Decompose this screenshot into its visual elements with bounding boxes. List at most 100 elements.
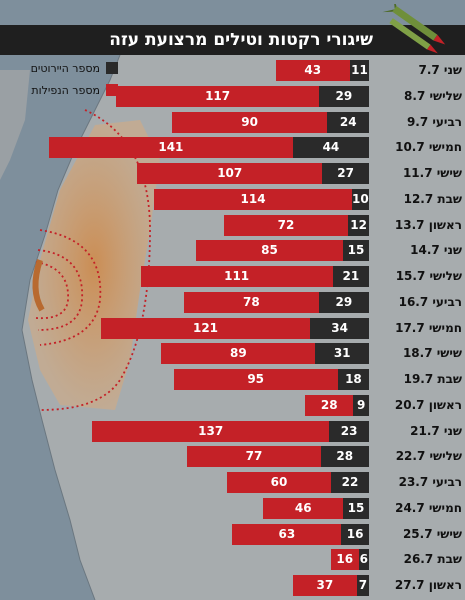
data-label-impacts: 16	[336, 552, 354, 567]
title-bar	[0, 25, 465, 55]
bar-interceptions	[341, 523, 369, 545]
data-label-interceptions: 15	[347, 500, 365, 515]
bar-impacts	[140, 266, 333, 287]
data-label-interceptions: 27	[337, 166, 354, 180]
legend-swatch-impacts	[106, 84, 118, 96]
sinai-land	[0, 70, 30, 180]
range-arc-2	[37, 249, 83, 331]
category-label: ראשון 27.7	[394, 578, 462, 592]
data-label-interceptions: 9	[357, 397, 366, 412]
data-label-interceptions: 11	[351, 63, 368, 77]
legend-item-impacts: מספר הנפילות	[31, 82, 118, 98]
bar-interceptions	[349, 60, 369, 81]
bar-impacts	[227, 472, 331, 493]
bar-interceptions	[348, 214, 369, 236]
data-label-impacts: 72	[277, 217, 295, 232]
category-label: שני 7.7	[418, 63, 462, 77]
bar-impacts	[171, 111, 328, 133]
category-label: רביעי 23.7	[398, 475, 462, 489]
legend-label-interceptions: מספר היירוטים	[30, 61, 100, 75]
data-label-interceptions: 12	[350, 217, 367, 232]
bar-interceptions	[351, 188, 369, 210]
bar-impacts	[173, 369, 338, 390]
bar-impacts	[232, 523, 342, 545]
bar-impacts	[92, 420, 330, 442]
coastline	[21, 54, 121, 600]
bar-impacts	[223, 214, 349, 236]
bar-impacts	[100, 317, 311, 339]
data-label-impacts: 141	[158, 140, 184, 155]
data-label-impacts: 114	[240, 191, 266, 206]
data-label-interceptions: 22	[341, 475, 359, 489]
data-label-impacts: 63	[278, 526, 296, 541]
legend-label-impacts: מספר הנפילות	[31, 83, 100, 97]
data-label-interceptions: 23	[340, 423, 358, 438]
category-label: ראשון 13.7	[394, 217, 462, 232]
data-label-interceptions: 28	[336, 449, 354, 464]
category-label: שבת 26.7	[403, 552, 462, 567]
data-label-interceptions: 10	[351, 191, 369, 206]
data-label-interceptions: 18	[345, 372, 362, 386]
data-label-interceptions: 31	[333, 346, 351, 361]
data-label-impacts: 60	[270, 475, 288, 489]
data-label-impacts: 46	[294, 500, 312, 515]
bar-impacts	[116, 85, 319, 107]
bar-interceptions	[330, 472, 369, 493]
category-label: שלישי 22.7	[395, 449, 462, 464]
category-label: חמישי 10.7	[395, 140, 462, 155]
data-label-interceptions: 44	[322, 140, 340, 155]
data-label-impacts: 111	[224, 269, 250, 283]
range-arc-1	[39, 229, 102, 346]
data-label-impacts: 137	[198, 423, 224, 438]
data-label-interceptions: 15	[347, 243, 365, 258]
bar-interceptions	[337, 369, 369, 390]
data-label-interceptions: 29	[335, 88, 353, 103]
bar-interceptions	[315, 343, 369, 365]
bar-impacts	[330, 549, 359, 571]
data-label-impacts: 90	[241, 114, 258, 129]
data-label-interceptions: 34	[331, 320, 348, 335]
data-label-impacts: 95	[247, 372, 265, 386]
data-label-impacts: 37	[316, 578, 334, 592]
data-label-impacts: 78	[242, 294, 260, 309]
bar-interceptions	[343, 497, 369, 519]
gaza-strip	[32, 259, 45, 312]
legend-item-interceptions: מספר היירוטים	[31, 60, 118, 76]
category-label: שבת 19.7	[403, 372, 462, 386]
data-label-impacts: 107	[217, 166, 243, 180]
category-label: שישי 25.7	[402, 526, 462, 541]
data-label-impacts: 43	[304, 63, 322, 77]
category-label: שישי 11.7	[402, 166, 462, 180]
bar-impacts	[48, 137, 293, 159]
category-label: שני 21.7	[410, 423, 462, 438]
bar-impacts	[187, 446, 321, 468]
bar-interceptions	[356, 575, 369, 596]
data-label-interceptions: 7	[358, 578, 368, 592]
category-label: רביעי 9.7	[406, 114, 462, 129]
data-label-interceptions: 16	[346, 526, 364, 541]
rockets-icon	[382, 4, 446, 54]
bar-interceptions	[318, 85, 369, 107]
bar-interceptions	[343, 240, 369, 262]
category-label: ראשון 20.7	[394, 397, 462, 412]
category-label: חמישי 17.7	[395, 320, 462, 335]
bar-impacts	[161, 343, 316, 365]
data-label-impacts: 85	[261, 243, 278, 258]
data-label-impacts: 117	[205, 88, 231, 103]
bar-interceptions	[292, 137, 369, 159]
bar-impacts	[183, 291, 319, 313]
category-label: שבת 12.7	[403, 191, 462, 206]
bar-interceptions	[310, 317, 369, 339]
bar-interceptions	[320, 446, 369, 468]
data-label-impacts: 89	[230, 346, 247, 361]
bar-interceptions	[329, 420, 369, 442]
bar-interceptions	[322, 163, 369, 184]
chart-title: שיגורי רקטות וטילים מרצועת עזה	[109, 30, 373, 50]
category-label: שישי 18.7	[402, 346, 462, 361]
bar-impacts	[275, 60, 350, 81]
data-label-interceptions: 21	[342, 269, 360, 283]
data-label-impacts: 121	[192, 320, 219, 335]
range-arc-3	[35, 261, 69, 320]
